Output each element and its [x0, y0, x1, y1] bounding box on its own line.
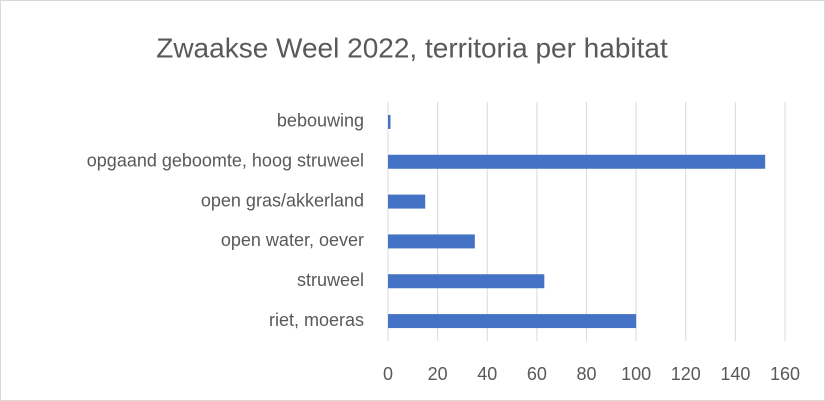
bar [388, 194, 426, 209]
x-tick-label: 140 [720, 364, 750, 384]
x-tick-label: 60 [527, 364, 547, 384]
chart-title: Zwaakse Weel 2022, territoria per habita… [156, 32, 668, 63]
y-tick-label: bebouwing [277, 111, 364, 131]
x-tick-label: 120 [671, 364, 701, 384]
y-tick-label: open water, oever [221, 230, 364, 250]
bar [388, 234, 475, 249]
y-tick-label: riet, moeras [269, 310, 364, 330]
x-tick-label: 100 [621, 364, 651, 384]
x-tick-label: 0 [383, 364, 393, 384]
x-tick-label: 40 [477, 364, 497, 384]
y-tick-label: struweel [297, 270, 364, 290]
bar [388, 114, 391, 129]
bar [388, 274, 545, 289]
bar [388, 154, 766, 169]
x-tick-label: 80 [576, 364, 596, 384]
y-tick-label: opgaand geboomte, hoog struweel [87, 151, 364, 171]
y-tick-label: open gras/akkerland [201, 190, 364, 210]
bar [388, 314, 637, 329]
x-tick-label: 20 [428, 364, 448, 384]
x-tick-label: 160 [770, 364, 800, 384]
